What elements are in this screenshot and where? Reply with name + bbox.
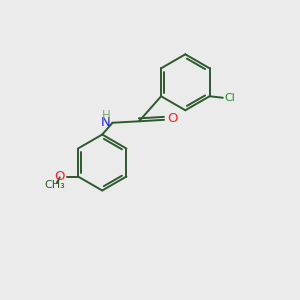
Text: O: O: [168, 112, 178, 125]
Text: H: H: [102, 109, 110, 122]
Text: CH₃: CH₃: [44, 180, 65, 190]
Text: Cl: Cl: [225, 93, 236, 103]
Text: O: O: [54, 170, 65, 183]
Text: N: N: [100, 116, 110, 129]
